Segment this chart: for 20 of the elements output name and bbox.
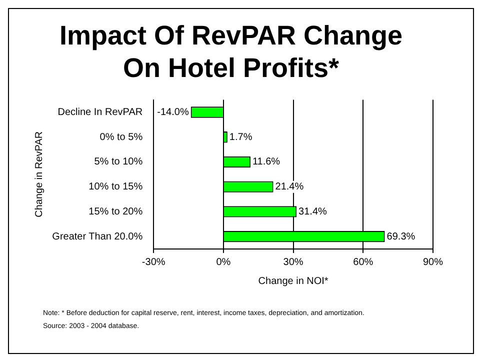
data-label: 11.6% [252,156,280,168]
y-tick-label: Decline In RevPAR [58,106,143,118]
data-label: 21.4% [275,182,304,193]
y-tick-label: Greater Than 20.0% [52,231,143,242]
y-tick-label: 0% to 5% [100,132,143,143]
x-axis-title: Change in NOI* [258,276,328,287]
x-tick-label: -30% [142,256,166,268]
x-tick-label: 30% [283,256,304,268]
y-tick-label: 10% to 15% [88,182,143,193]
x-tick-label: 90% [422,256,444,268]
y-tick-label: 15% to 20% [88,206,143,218]
y-axis-title: Change in RevPAR [34,131,45,218]
x-tick-label: 0% [216,256,231,268]
chart-title: Impact Of RevPAR Change On Hotel Profits* [59,20,403,84]
y-tick-label: 5% to 10% [94,156,143,168]
data-label: 31.4% [298,206,328,218]
data-label: 1.7% [229,132,252,143]
data-label: 69.3% [386,231,416,242]
data-label: -14.0% [157,106,189,118]
x-tick-label: 60% [353,256,374,268]
